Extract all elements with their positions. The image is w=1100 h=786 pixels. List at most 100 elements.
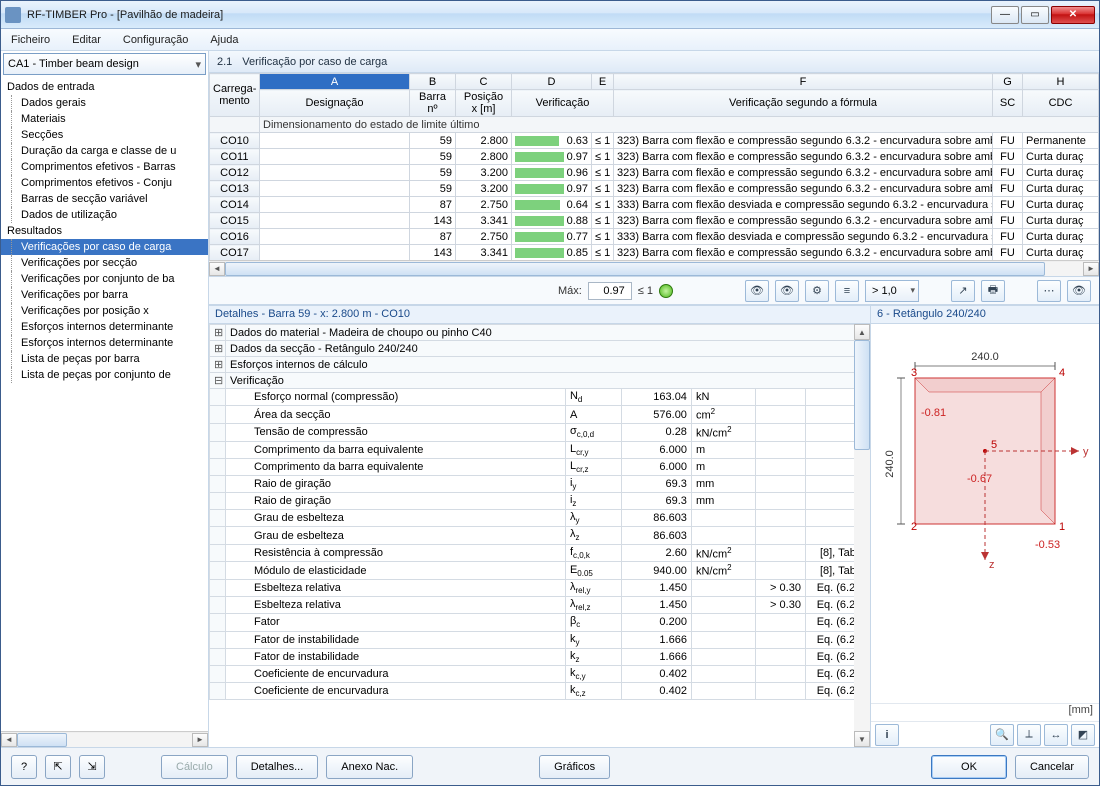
table-row[interactable]: CO12593.2000.96≤ 1323) Barra com flexão … <box>210 165 1099 181</box>
col-cdc[interactable]: CDC <box>1023 90 1099 117</box>
axes-icon[interactable]: ⟂ <box>1017 724 1041 746</box>
tree-item[interactable]: Verificações por caso de carga <box>1 239 208 255</box>
col-C[interactable]: C <box>456 74 512 90</box>
col-verif[interactable]: Verificação <box>512 90 614 117</box>
details-scroll-up-icon[interactable]: ▲ <box>854 324 870 340</box>
tree-item[interactable]: Duração da carga e classe de u <box>1 143 208 159</box>
tree-item[interactable]: Lista de peças por conjunto de <box>1 367 208 383</box>
details-group[interactable]: ⊞Esforços internos de cálculo <box>210 357 870 373</box>
details-row[interactable]: Coeficiente de encurvadurakc,z0.402Eq. (… <box>210 683 870 700</box>
tree-item[interactable]: Dados de utilização <box>1 207 208 223</box>
export-btn[interactable]: ↗ <box>951 280 975 302</box>
menu-file[interactable]: Ficheiro <box>7 32 54 48</box>
details-row[interactable]: Comprimento da barra equivalenteLcr,z6.0… <box>210 458 870 475</box>
details-group[interactable]: ⊟Verificação <box>210 373 870 389</box>
details-group[interactable]: ⊞Dados da secção - Retângulo 240/240 <box>210 341 870 357</box>
tree-item[interactable]: Esforços internos determinante <box>1 335 208 351</box>
details-button[interactable]: Detalhes... <box>236 755 319 779</box>
sidebar-hscroll-thumb[interactable] <box>17 733 67 747</box>
table-row[interactable]: CO16872.7500.77≤ 1333) Barra com flexão … <box>210 229 1099 245</box>
render-icon[interactable]: ◩ <box>1071 724 1095 746</box>
col-carrega[interactable]: Carrega-mento <box>210 74 260 117</box>
scroll-right-icon[interactable]: ► <box>192 733 208 747</box>
details-row[interactable]: Fator de instabilidadeky1.666Eq. (6.27) <box>210 631 870 648</box>
menu-config[interactable]: Configuração <box>119 32 192 48</box>
results-grid[interactable]: Carrega-mento A B C D E F G H <box>209 73 1099 260</box>
print-btn[interactable]: 🖶 <box>981 280 1005 302</box>
details-row[interactable]: Comprimento da barra equivalenteLcr,y6.0… <box>210 441 870 458</box>
zoom-icon[interactable]: 🔍 <box>990 724 1014 746</box>
table-row[interactable]: CO10592.8000.63≤ 1323) Barra com flexão … <box>210 133 1099 149</box>
col-G[interactable]: G <box>993 74 1023 90</box>
details-row[interactable]: Resistência à compressãofc,0,k2.60kN/cm2… <box>210 544 870 562</box>
col-D[interactable]: D <box>512 74 592 90</box>
grid-hscroll[interactable]: ◄ ► <box>209 260 1099 276</box>
import-button[interactable]: ⇱ <box>45 755 71 779</box>
preview-canvas[interactable]: 240.0 240.0 3 4 1 2 <box>871 324 1099 703</box>
anexo-button[interactable]: Anexo Nac. <box>326 755 413 779</box>
col-pos[interactable]: Posiçãox [m] <box>456 90 512 117</box>
details-row[interactable]: Esbelteza relativaλrel,z1.450> 0.30Eq. (… <box>210 597 870 614</box>
grid-scroll-right-icon[interactable]: ► <box>1083 262 1099 276</box>
tree-item[interactable]: Esforços internos determinante <box>1 319 208 335</box>
table-row[interactable]: CO13593.2000.97≤ 1323) Barra com flexão … <box>210 181 1099 197</box>
tree-item[interactable]: Lista de peças por barra <box>1 351 208 367</box>
calc-button[interactable]: Cálculo <box>161 755 228 779</box>
tree-item[interactable]: Verificações por secção <box>1 255 208 271</box>
sidebar-hscroll[interactable]: ◄ ► <box>1 731 208 747</box>
case-combo[interactable]: CA1 - Timber beam design <box>3 53 206 75</box>
details-vscroll-thumb[interactable] <box>854 340 870 450</box>
details-row[interactable]: Coeficiente de encurvadurakc,y0.402Eq. (… <box>210 665 870 682</box>
tree-item[interactable]: Comprimentos efetivos - Barras <box>1 159 208 175</box>
col-H[interactable]: H <box>1023 74 1099 90</box>
details-row[interactable]: Esbelteza relativaλrel,y1.450> 0.30Eq. (… <box>210 579 870 596</box>
table-row[interactable]: CO14872.7500.64≤ 1333) Barra com flexão … <box>210 197 1099 213</box>
details-row[interactable]: Fator de instabilidadekz1.666Eq. (6.28) <box>210 648 870 665</box>
col-B[interactable]: B <box>410 74 456 90</box>
ok-button[interactable]: OK <box>931 755 1007 779</box>
details-scroll-down-icon[interactable]: ▼ <box>854 731 870 747</box>
tree-item[interactable]: Verificações por conjunto de ba <box>1 271 208 287</box>
tree-item[interactable]: Verificações por barra <box>1 287 208 303</box>
details-row[interactable]: Grau de esbeltezaλy86.603 <box>210 510 870 527</box>
details-row[interactable]: Tensão de compressãoσc,0,d0.28kN/cm2 <box>210 423 870 441</box>
tree-item[interactable]: Secções <box>1 127 208 143</box>
sort-btn[interactable]: ≡ <box>835 280 859 302</box>
details-row[interactable]: Módulo de elasticidadeE0.05940.00kN/cm2[… <box>210 562 870 580</box>
details-row[interactable]: Raio de giraçãoiz69.3mm <box>210 493 870 510</box>
menu-help[interactable]: Ajuda <box>206 32 242 48</box>
minimize-button[interactable]: — <box>991 6 1019 24</box>
col-formula[interactable]: Verificação segundo a fórmula <box>614 90 993 117</box>
details-group[interactable]: ⊞Dados do material - Madeira de choupo o… <box>210 325 870 341</box>
cancel-button[interactable]: Cancelar <box>1015 755 1089 779</box>
table-row[interactable]: CO171433.3410.85≤ 1323) Barra com flexão… <box>210 245 1099 261</box>
graficos-button[interactable]: Gráficos <box>539 755 610 779</box>
eye-btn[interactable]: 👁 <box>1067 280 1091 302</box>
filter-btn[interactable]: ⚙ <box>805 280 829 302</box>
col-A[interactable]: A <box>260 74 410 90</box>
details-row[interactable]: Esforço normal (compressão)Nd163.04kN <box>210 389 870 406</box>
col-F[interactable]: F <box>614 74 993 90</box>
col-barra[interactable]: Barranº <box>410 90 456 117</box>
view-btn-2[interactable]: 👁 <box>775 280 799 302</box>
details-row[interactable]: Fatorβc0.200Eq. (6.29) <box>210 614 870 631</box>
col-sc[interactable]: SC <box>993 90 1023 117</box>
ratio-combo[interactable]: > 1,0 <box>865 280 919 302</box>
help-button[interactable]: ? <box>11 755 37 779</box>
details-row[interactable]: Área da secçãoA576.00cm2 <box>210 406 870 424</box>
tree-item[interactable]: Comprimentos efetivos - Conju <box>1 175 208 191</box>
maximize-button[interactable]: ▭ <box>1021 6 1049 24</box>
info-icon[interactable]: i <box>875 724 899 746</box>
table-row[interactable]: CO151433.3410.88≤ 1323) Barra com flexão… <box>210 213 1099 229</box>
grid-hscroll-thumb[interactable] <box>225 262 1045 276</box>
details-row[interactable]: Raio de giraçãoiy69.3mm <box>210 475 870 492</box>
table-row[interactable]: CO11592.8000.97≤ 1323) Barra com flexão … <box>210 149 1099 165</box>
details-vscroll[interactable]: ▲ ▼ <box>854 324 870 747</box>
tree-item[interactable]: Dados gerais <box>1 95 208 111</box>
col-E[interactable]: E <box>592 74 614 90</box>
grid-scroll-left-icon[interactable]: ◄ <box>209 262 225 276</box>
tree-item[interactable]: Barras de secção variável <box>1 191 208 207</box>
tree-item[interactable]: Materiais <box>1 111 208 127</box>
export-button[interactable]: ⇲ <box>79 755 105 779</box>
close-button[interactable]: ✕ <box>1051 6 1095 24</box>
